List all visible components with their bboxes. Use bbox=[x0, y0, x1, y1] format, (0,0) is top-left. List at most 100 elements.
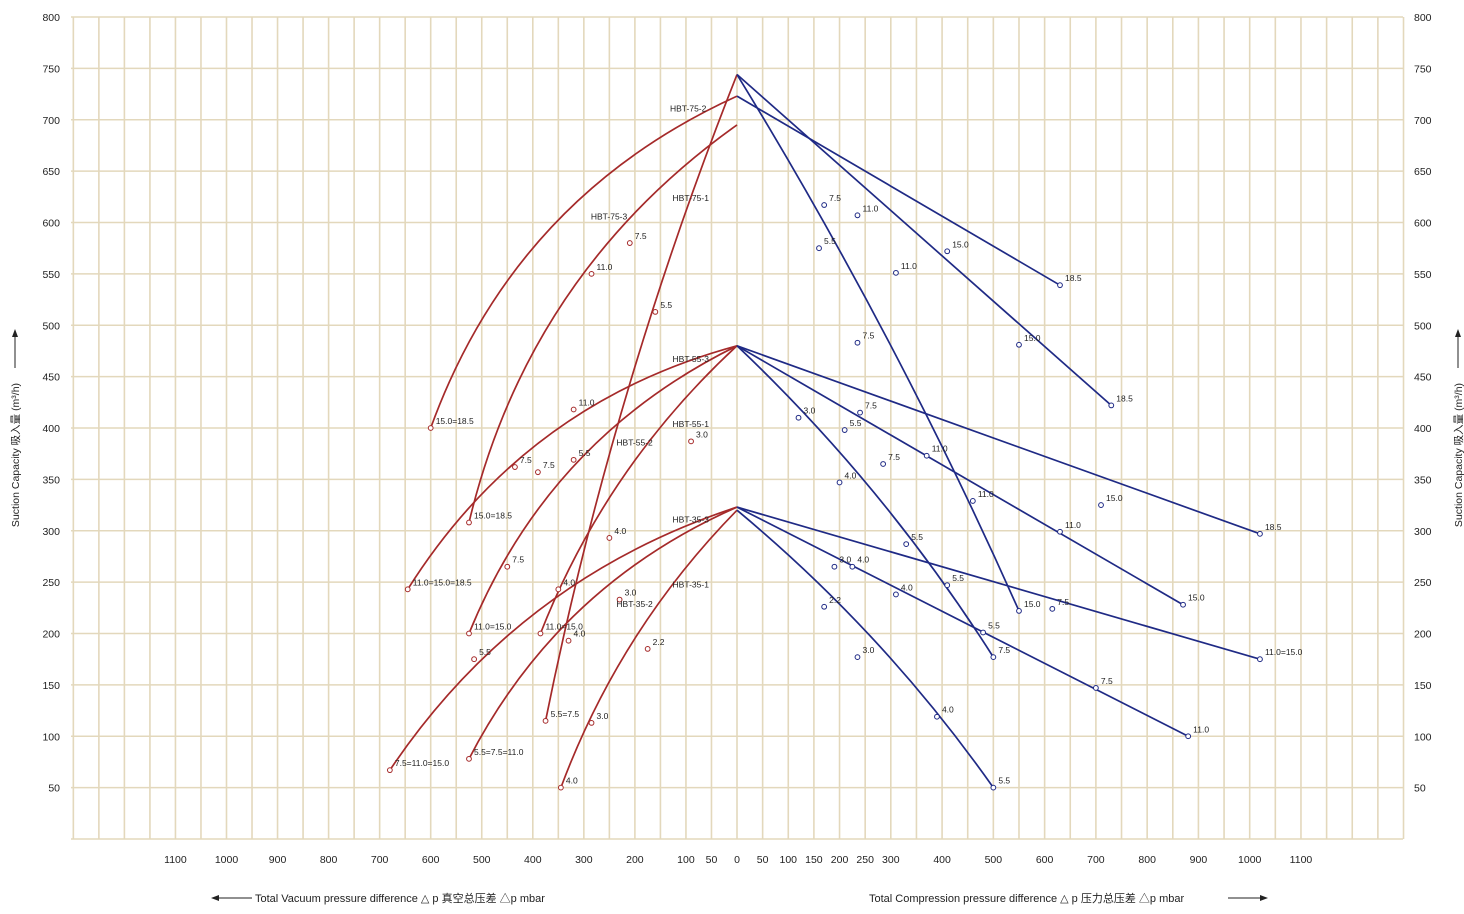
point-label: 7.5=11.0=15.0 bbox=[395, 758, 449, 768]
curve-name-label: HBT-35-1 bbox=[673, 579, 710, 589]
x-tick-vacuum: 700 bbox=[371, 854, 389, 866]
data-point bbox=[570, 406, 577, 413]
curve-line bbox=[736, 74, 1020, 612]
curve-line bbox=[736, 73, 1112, 407]
point-label: 11.0 bbox=[579, 398, 595, 408]
data-point bbox=[1092, 685, 1099, 691]
data-point bbox=[854, 339, 861, 346]
point-label: 7.5 bbox=[865, 401, 877, 411]
data-point bbox=[880, 461, 887, 467]
point-label: 5.5 bbox=[998, 776, 1010, 786]
point-label: 2.2 bbox=[829, 595, 841, 605]
data-point bbox=[893, 591, 899, 598]
point-label: 5.5 bbox=[824, 236, 836, 246]
point-label: 5.5 bbox=[660, 300, 672, 310]
x-tick-vacuum: 1100 bbox=[164, 854, 187, 866]
curves bbox=[389, 73, 1261, 789]
point-label: 5.5 bbox=[988, 620, 1000, 630]
x-tick-compression: 700 bbox=[1087, 854, 1105, 866]
y-tick-left: 100 bbox=[42, 731, 60, 743]
curve-name-label: HBT-35-3 bbox=[673, 515, 710, 525]
y-tick-right: 250 bbox=[1414, 577, 1432, 589]
data-point bbox=[471, 656, 477, 663]
y-tick-left: 150 bbox=[42, 680, 60, 692]
data-point bbox=[466, 630, 472, 637]
data-point bbox=[565, 637, 572, 644]
data-point bbox=[557, 784, 564, 791]
data-point bbox=[854, 212, 861, 219]
y-tick-right: 750 bbox=[1414, 63, 1432, 75]
point-label: 5.5=7.5=11.0 bbox=[474, 747, 524, 757]
point-label: 7.5 bbox=[829, 193, 841, 203]
point-label: 11.0 bbox=[978, 489, 994, 499]
y-tick-right: 600 bbox=[1414, 218, 1432, 230]
data-point bbox=[427, 425, 434, 431]
axes: 50 50 100 100 150 150 200 200 250 250 300 300 350 350… bbox=[10, 12, 1464, 905]
data-point bbox=[831, 563, 838, 570]
y-tick-right: 550 bbox=[1414, 269, 1432, 281]
data-point bbox=[841, 427, 848, 433]
data-point bbox=[893, 269, 899, 276]
point-label: 15.0 bbox=[1024, 333, 1041, 343]
curve-line bbox=[736, 509, 995, 789]
point-label: 11.0 bbox=[901, 261, 917, 271]
curve-line bbox=[544, 74, 738, 722]
x-axis-label-compression: Total Compression pressure difference △ … bbox=[869, 891, 1184, 905]
y-tick-left: 400 bbox=[42, 423, 60, 435]
x-tick-compression: 200 bbox=[831, 854, 849, 866]
data-point bbox=[588, 270, 595, 277]
point-label: 11.0 bbox=[1065, 520, 1081, 530]
point-label: 15.0 bbox=[1188, 593, 1205, 603]
data-point bbox=[944, 248, 951, 255]
point-label: 3.0 bbox=[625, 588, 637, 598]
curve-name-label: HBT-55-2 bbox=[616, 437, 653, 447]
point-label: 11.0=15.0 bbox=[545, 622, 583, 632]
point-label: 7.5 bbox=[1101, 676, 1113, 686]
point-label: 5.5 bbox=[911, 532, 923, 542]
point-label: 4.0 bbox=[614, 526, 626, 536]
x-axis-label-vacuum: Total Vacuum pressure difference △ p 真空总… bbox=[255, 891, 545, 905]
markers bbox=[386, 202, 1263, 791]
point-label: 11.0 bbox=[1193, 724, 1209, 734]
point-label: 15.0 bbox=[1106, 493, 1123, 503]
y-tick-right: 200 bbox=[1414, 629, 1432, 641]
data-point bbox=[836, 479, 843, 486]
y-tick-left: 200 bbox=[42, 629, 60, 641]
curve-line bbox=[468, 345, 738, 634]
x-tick-vacuum: 0 bbox=[734, 854, 740, 866]
x-tick-compression: 250 bbox=[856, 854, 874, 866]
x-tick-vacuum: 800 bbox=[320, 854, 338, 866]
data-point bbox=[1257, 530, 1263, 537]
point-label: 4.0 bbox=[574, 629, 586, 639]
data-point bbox=[542, 717, 549, 724]
point-label: 7.5 bbox=[512, 555, 524, 565]
curve-name-label: HBT-75-3 bbox=[591, 211, 628, 221]
curve-line bbox=[389, 506, 738, 771]
y-tick-left: 500 bbox=[42, 320, 60, 332]
x-arrowhead-left bbox=[211, 895, 219, 901]
point-label: 15.0=18.5 bbox=[436, 416, 474, 426]
x-tick-compression: 900 bbox=[1190, 854, 1208, 866]
curve-line bbox=[468, 506, 738, 760]
curve-line bbox=[736, 506, 1189, 738]
x-tick-vacuum: 400 bbox=[524, 854, 542, 866]
data-point bbox=[466, 519, 472, 526]
data-point bbox=[588, 719, 595, 726]
data-point bbox=[537, 630, 544, 637]
data-point bbox=[1057, 282, 1063, 289]
labels: 15.0=18.5 11.0 15.0=18.5 11.0 7.5 5.5=7.5 5.5 1… bbox=[395, 104, 1303, 786]
data-point bbox=[969, 498, 976, 504]
curve-line bbox=[468, 124, 738, 523]
point-label: 5.5=7.5 bbox=[551, 709, 580, 719]
point-label: 11.0 bbox=[862, 203, 878, 213]
point-label: 4.0 bbox=[901, 582, 913, 592]
x-tick-compression: 400 bbox=[933, 854, 951, 866]
curve-line bbox=[539, 345, 738, 634]
point-label: 7.5 bbox=[1057, 597, 1069, 607]
y-tick-right: 650 bbox=[1414, 166, 1432, 178]
x-tick-vacuum: 50 bbox=[706, 854, 718, 866]
curve-line bbox=[736, 345, 1261, 535]
y-tick-left: 350 bbox=[42, 474, 60, 486]
point-label: 11.0 bbox=[597, 262, 613, 272]
y-tick-left: 600 bbox=[42, 218, 60, 230]
